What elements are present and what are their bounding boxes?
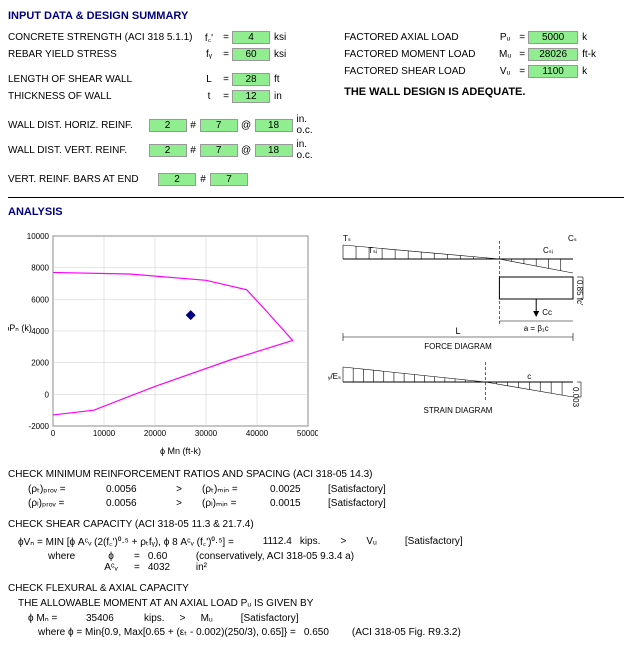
r1-sat: [Satisfactory]: [328, 484, 386, 495]
concrete-unit: ksi: [274, 32, 286, 43]
rebar-sym: fᵧ: [198, 49, 220, 60]
shear-sat: [Satisfactory]: [405, 536, 463, 547]
svg-text:c: c: [527, 372, 531, 381]
adequate-msg: THE WALL DESIGN IS ADEQUATE.: [344, 86, 624, 98]
r2-sat: [Satisfactory]: [328, 498, 386, 509]
concrete-sym: f꜀': [198, 30, 220, 44]
diagrams: Tₛ Tₛᵢ Cₛ Cₛᵢ 0.85 fc' Cc a = β₁c L FORCE DIAGRA…: [328, 226, 624, 459]
concrete-value[interactable]: 4: [232, 31, 270, 44]
horiz-spacing[interactable]: 18: [255, 119, 293, 132]
rebar-value[interactable]: 60: [232, 48, 270, 61]
svg-text:FORCE DIAGRAM: FORCE DIAGRAM: [424, 342, 492, 351]
phi-val: 0.60: [148, 551, 188, 562]
svg-text:STRAIN DIAGRAM: STRAIN DIAGRAM: [424, 406, 493, 415]
svg-text:50000: 50000: [297, 429, 318, 438]
svg-text:0: 0: [45, 390, 50, 399]
length-sym: L: [198, 74, 220, 85]
vert-size[interactable]: 7: [200, 144, 238, 157]
horiz-size[interactable]: 7: [200, 119, 238, 132]
shear-capacity: 1112.4: [242, 536, 292, 547]
thick-label: THICKNESS OF WALL: [8, 91, 198, 102]
svg-text:20000: 20000: [144, 429, 167, 438]
end-n[interactable]: 2: [158, 173, 196, 186]
svg-text:Tₛᵢ: Tₛᵢ: [368, 246, 377, 255]
length-value[interactable]: 28: [232, 73, 270, 86]
svg-text:10000: 10000: [27, 232, 50, 241]
concrete-label: CONCRETE STRENGTH (ACI 318 5.1.1): [8, 32, 198, 43]
shear-check-title: CHECK SHEAR CAPACITY (ACI 318-05 11.3 & …: [8, 519, 624, 530]
svg-text:6000: 6000: [31, 295, 49, 304]
svg-text:ϕPₙ (k): ϕPₙ (k): [8, 323, 32, 333]
rebar-label: REBAR YIELD STRESS: [8, 49, 198, 60]
horiz-label: WALL DIST. HORIZ. REINF.: [8, 120, 149, 131]
r2-min: 0.0015: [270, 498, 320, 509]
interaction-chart: -200002000400060008000100000100002000030…: [8, 226, 318, 459]
input-title: INPUT DATA & DESIGN SUMMARY: [8, 10, 624, 22]
svg-text:a = β₁c: a = β₁c: [524, 324, 549, 333]
vert-n[interactable]: 2: [149, 144, 187, 157]
flex-val: 35406: [86, 613, 136, 624]
svg-text:10000: 10000: [93, 429, 116, 438]
flex-phi-val: 0.650: [304, 627, 344, 638]
svg-text:4000: 4000: [31, 327, 49, 336]
svg-text:L: L: [455, 326, 460, 336]
end-label: VERT. REINF. BARS AT END: [8, 174, 158, 185]
r1-min: 0.0025: [270, 484, 320, 495]
svg-text:2000: 2000: [31, 359, 49, 368]
flex-sat: [Satisfactory]: [241, 613, 299, 624]
shear-label: FACTORED SHEAR LOAD: [344, 66, 494, 77]
svg-text:fᵧ/Eₛ: fᵧ/Eₛ: [328, 372, 341, 381]
input-grid: CONCRETE STRENGTH (ACI 318 5.1.1) f꜀' = …: [8, 30, 624, 189]
svg-text:-2000: -2000: [29, 422, 50, 431]
length-label: LENGTH OF SHEAR WALL: [8, 74, 198, 85]
analysis-title: ANALYSIS: [8, 206, 624, 218]
svg-text:8000: 8000: [31, 264, 49, 273]
vert-spacing[interactable]: 18: [255, 144, 293, 157]
rebar-unit: ksi: [274, 49, 286, 60]
svg-text:Tₛ: Tₛ: [343, 234, 351, 243]
svg-text:ϕ Mn (ft-k): ϕ Mn (ft-k): [160, 446, 201, 456]
thick-value[interactable]: 12: [232, 90, 270, 103]
end-size[interactable]: 7: [210, 173, 248, 186]
svg-text:Cc: Cc: [542, 308, 552, 317]
svg-text:0: 0: [51, 429, 56, 438]
svg-text:30000: 30000: [195, 429, 218, 438]
vert-label: WALL DIST. VERT. REINF.: [8, 145, 149, 156]
flex-sub: THE ALLOWABLE MOMENT AT AN AXIAL LOAD Pᵤ…: [18, 598, 624, 609]
thick-sym: t: [198, 91, 220, 102]
svg-text:Cₛ: Cₛ: [568, 234, 577, 243]
svg-text:Cₛᵢ: Cₛᵢ: [543, 246, 553, 255]
axial-value[interactable]: 5000: [528, 31, 578, 44]
r2-val: 0.0056: [106, 498, 156, 509]
moment-value[interactable]: 28026: [528, 48, 578, 61]
r1-val: 0.0056: [106, 484, 156, 495]
svg-text:0.85 fc': 0.85 fc': [575, 280, 584, 306]
axial-label: FACTORED AXIAL LOAD: [344, 32, 494, 43]
moment-label: FACTORED MOMENT LOAD: [344, 49, 494, 60]
flex-check-title: CHECK FLEXURAL & AXIAL CAPACITY: [8, 583, 624, 594]
shear-value[interactable]: 1100: [528, 65, 578, 78]
ratio-check-title: CHECK MINIMUM REINFORCEMENT RATIOS AND S…: [8, 469, 624, 480]
svg-text:40000: 40000: [246, 429, 269, 438]
horiz-n[interactable]: 2: [149, 119, 187, 132]
acv-val: 4032: [148, 562, 188, 573]
